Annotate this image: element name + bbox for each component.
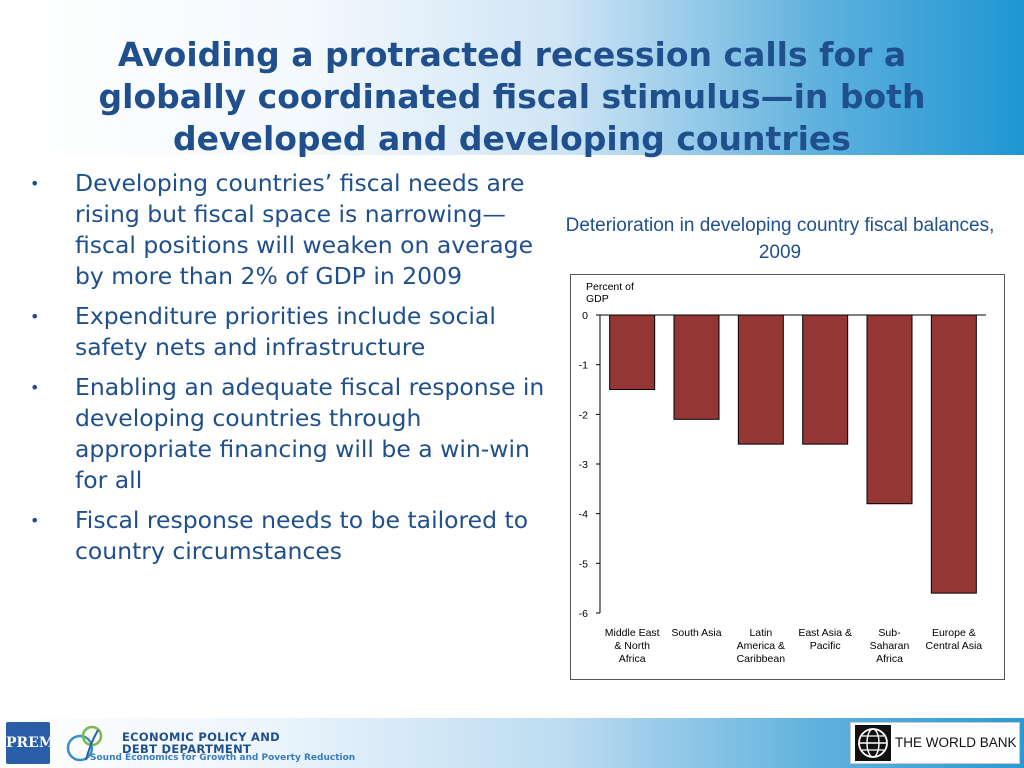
category-label: Sub-Saharan Africa xyxy=(870,627,910,665)
y-tick-label: 0 xyxy=(582,310,588,322)
bullet-item: • Fiscal response needs to be tailored to… xyxy=(28,505,548,567)
category-label: Middle East & North Africa xyxy=(605,627,660,665)
bullet-marker: • xyxy=(30,378,40,397)
department-name-line2: DEBT DEPARTMENT xyxy=(122,742,252,756)
y-tick-label: -4 xyxy=(579,509,588,521)
bullet-text: Expenditure priorities include social sa… xyxy=(75,302,496,361)
bar xyxy=(609,314,656,390)
category-label: East Asia & Pacific xyxy=(798,627,852,652)
bullet-text: Enabling an adequate fiscal response in … xyxy=(75,373,545,494)
globe-icon xyxy=(855,725,891,761)
y-tick-label: -6 xyxy=(579,608,588,620)
category-label: Latin America & Caribbean xyxy=(737,627,786,665)
bullet-list: • Developing countries’ fiscal needs are … xyxy=(28,168,548,576)
y-tick-label: -2 xyxy=(579,409,588,421)
bar xyxy=(930,314,977,594)
department-name-line1: ECONOMIC POLICY AND xyxy=(122,730,280,744)
chart-frame xyxy=(570,274,1005,680)
bullet-marker: • xyxy=(30,511,40,530)
category-label: Europe & Central Asia xyxy=(926,627,983,652)
slide-title: Avoiding a protracted recession calls fo… xyxy=(98,35,926,158)
bullet-item: • Developing countries’ fiscal needs are … xyxy=(28,168,548,292)
y-axis-label: Percent of GDP xyxy=(586,281,634,305)
bar xyxy=(673,314,720,420)
bullet-item: • Expenditure priorities include social s… xyxy=(28,301,548,363)
department-logo-icon xyxy=(66,725,103,762)
bullet-marker: • xyxy=(30,307,40,326)
y-tick-label: -1 xyxy=(579,360,588,372)
bar xyxy=(802,314,849,445)
category-label: South Asia xyxy=(671,627,721,639)
bar xyxy=(866,314,913,505)
bullet-text: Fiscal response needs to be tailored to … xyxy=(75,506,529,565)
department-name: ECONOMIC POLICY AND DEBT DEPARTMENT xyxy=(122,731,280,755)
y-tick-label: -3 xyxy=(579,459,588,471)
prem-logo: PREM xyxy=(6,722,54,764)
bullet-marker: • xyxy=(30,174,40,193)
y-tick-label: -5 xyxy=(579,558,588,570)
chart-title: Deterioration in developing country fisc… xyxy=(565,215,995,263)
world-bank-logo: THE WORLD BANK xyxy=(850,722,1020,764)
bullet-item: • Enabling an adequate fiscal response in… xyxy=(28,372,548,496)
department-tagline: Sound Economics for Growth and Poverty R… xyxy=(90,753,356,763)
header-band xyxy=(0,0,1024,155)
bullet-text: Developing countries’ fiscal needs are r… xyxy=(75,169,534,290)
bar xyxy=(737,314,784,445)
world-bank-label: THE WORLD BANK xyxy=(895,735,1017,750)
